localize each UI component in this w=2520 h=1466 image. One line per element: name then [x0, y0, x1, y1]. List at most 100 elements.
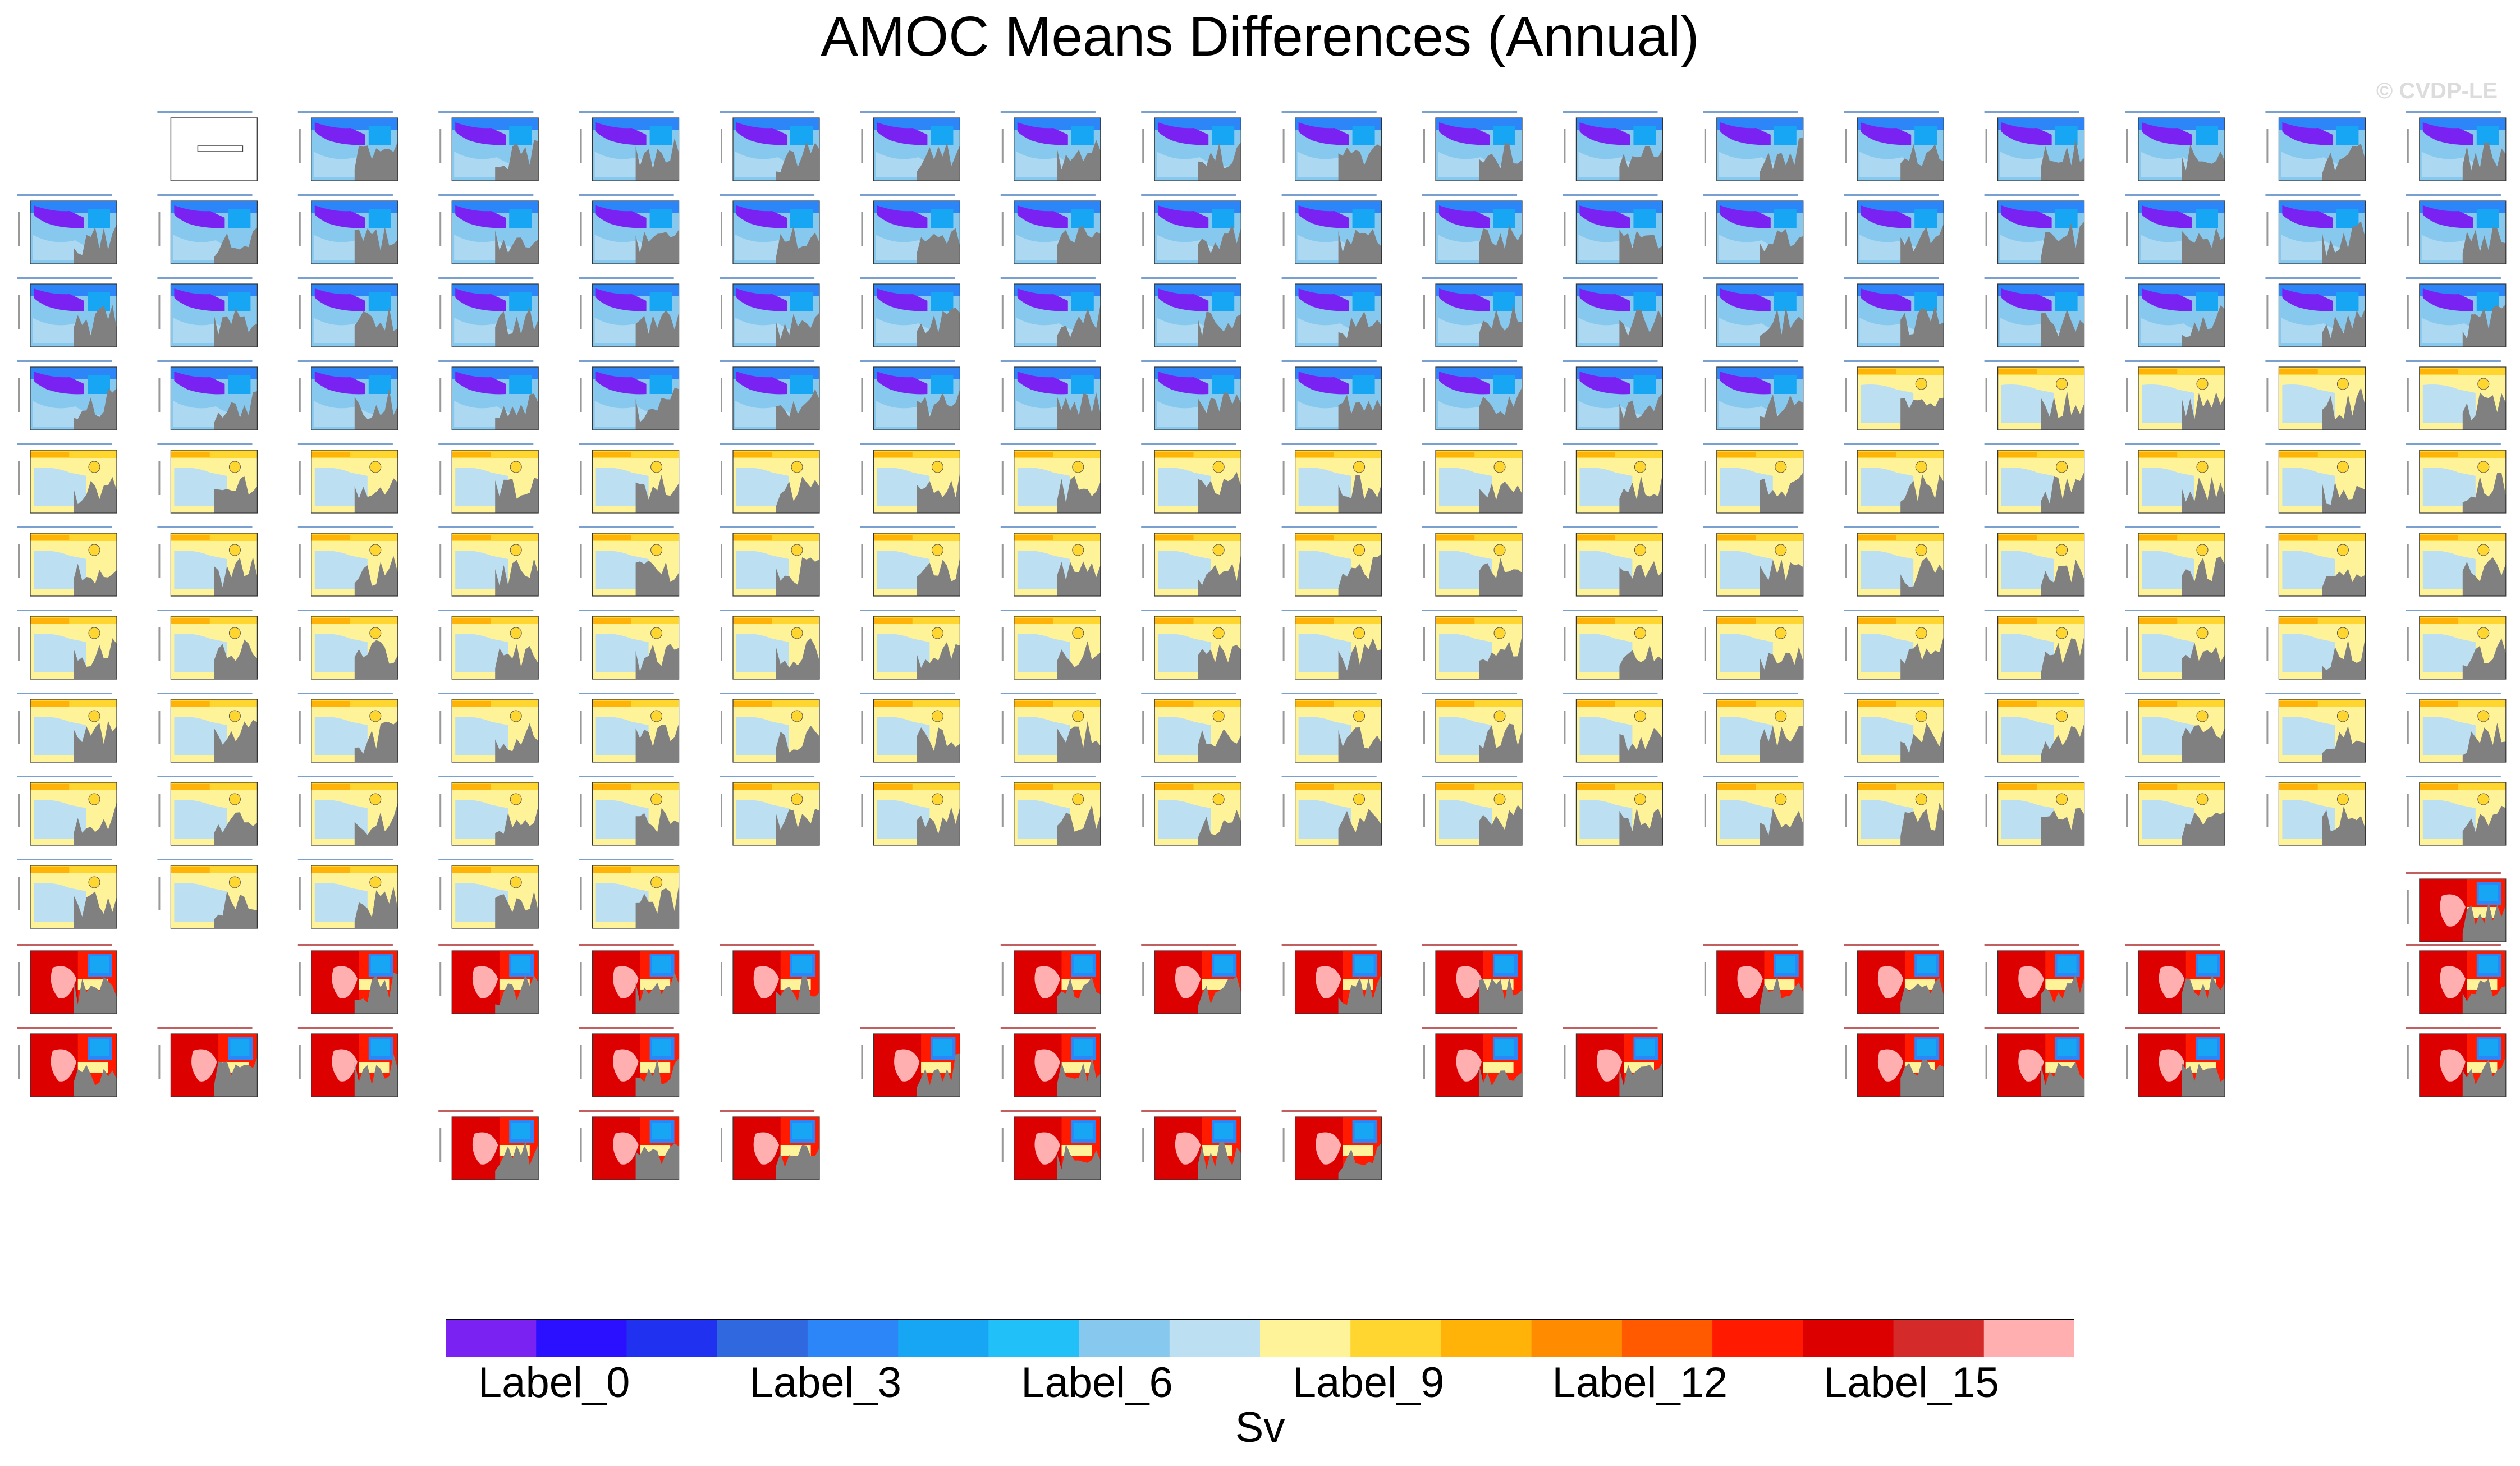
panel-blue-23	[720, 194, 820, 264]
panel-red-15	[1000, 1110, 1101, 1180]
panel-yellow-122	[1984, 610, 2085, 680]
panel-yellow-73	[157, 443, 258, 514]
panel-yellow-133	[1000, 693, 1101, 763]
panel-yellow-160	[2265, 776, 2366, 846]
panel-blue-48	[1703, 277, 1804, 347]
panel-red-21	[1422, 1027, 1523, 1097]
panel-yellow-155	[1563, 776, 1663, 846]
panel-yellow-77	[720, 443, 820, 514]
panel-grid	[17, 111, 2507, 1180]
panel-blue-13	[1844, 111, 1944, 181]
panel-red-8	[579, 1027, 680, 1097]
panel-blue-9	[1281, 111, 1382, 181]
panel-blue-10	[1422, 111, 1523, 181]
panel-yellow-91	[157, 526, 258, 597]
panel-yellow-126	[17, 693, 117, 763]
panel-blue-45	[1281, 277, 1382, 347]
panel-yellow-70	[2265, 360, 2366, 430]
panel-yellow-69	[2125, 360, 2225, 430]
panel-red-19	[1281, 1110, 1382, 1180]
panel-yellow-136	[1422, 693, 1523, 763]
colorbar-swatch	[1621, 1319, 1713, 1357]
panel-blue-17	[2406, 111, 2507, 181]
panel-yellow-67	[1844, 360, 1944, 430]
panel-red-16	[1141, 944, 1241, 1014]
colorbar-swatch	[988, 1319, 1080, 1357]
panel-blue-26	[1141, 194, 1241, 264]
panel-blue-63	[1281, 360, 1382, 430]
panel-blue-61	[1000, 360, 1101, 430]
panel-blue-11	[1563, 111, 1663, 181]
panel-blue-54	[17, 360, 117, 430]
panel-yellow-93	[438, 526, 539, 597]
panel-yellow-82	[1422, 443, 1523, 514]
panel-blue-20	[297, 194, 398, 264]
panel-yellow-137	[1563, 693, 1663, 763]
panel-blue-29	[1563, 194, 1663, 264]
panel-blue-5	[720, 111, 820, 181]
panel-red-4	[297, 1027, 398, 1097]
panel-red-17	[1141, 1110, 1241, 1180]
panel-blue-60	[860, 360, 961, 430]
panel-blue-31	[1844, 194, 1944, 264]
colorbar-swatch	[1350, 1319, 1441, 1357]
panel-blue-36	[17, 277, 117, 347]
panel-yellow-153	[1281, 776, 1382, 846]
panel-yellow-103	[1844, 526, 1944, 597]
panel-blue-3	[438, 111, 539, 181]
panel-yellow-127	[157, 693, 258, 763]
panel-yellow-161	[2406, 776, 2507, 846]
panel-yellow-154	[1422, 776, 1523, 846]
panel-blue-53	[2406, 277, 2507, 347]
panel-blue-7	[1000, 111, 1101, 181]
colorbar	[446, 1319, 2074, 1357]
figure-title: AMOC Means Differences (Annual)	[821, 5, 1699, 68]
panel-red-6	[438, 1110, 539, 1180]
panel-red-28	[2125, 944, 2225, 1014]
panel-blue-55	[157, 360, 258, 430]
panel-blue-22	[579, 194, 680, 264]
panel-yellow-68	[1984, 360, 2085, 430]
panel-yellow-110	[297, 610, 398, 680]
watermark: © CVDP-LE	[2376, 79, 2498, 103]
panel-blue-62	[1141, 360, 1241, 430]
colorbar-swatch	[1260, 1319, 1351, 1357]
panel-blue-59	[720, 360, 820, 430]
panel-red-20	[1422, 944, 1523, 1014]
panel-blue-43	[1000, 277, 1101, 347]
panel-yellow-100	[1422, 526, 1523, 597]
panel-yellow-88	[2265, 443, 2366, 514]
panel-yellow-145	[157, 776, 258, 846]
panel-blue-66	[1703, 360, 1804, 430]
panel-yellow-119	[1563, 610, 1663, 680]
panel-blue-12	[1703, 111, 1804, 181]
colorbar-swatch	[1531, 1319, 1623, 1357]
panel-red-30	[2406, 944, 2507, 1014]
panel-blue-30	[1703, 194, 1804, 264]
panel-yellow-80	[1141, 443, 1241, 514]
panel-blue-2	[297, 111, 398, 181]
panel-yellow-149	[720, 776, 820, 846]
panel-blue-8	[1141, 111, 1241, 181]
panel-blue-50	[1984, 277, 2085, 347]
panel-blue-19	[157, 194, 258, 264]
panel-blue-25	[1000, 194, 1101, 264]
panel-red-0	[17, 944, 117, 1014]
panel-blue-65	[1563, 360, 1663, 430]
panel-red-25	[1844, 1027, 1944, 1097]
colorbar-label: Label_9	[1292, 1359, 1445, 1407]
panel-yellow-109	[157, 610, 258, 680]
panel-blue-44	[1141, 277, 1241, 347]
panel-red-29	[2125, 1027, 2225, 1097]
colorbar-swatch	[446, 1319, 537, 1357]
panel-yellow-99	[1281, 526, 1382, 597]
panel-empty-1	[157, 111, 258, 181]
colorbar-swatch	[717, 1319, 808, 1357]
panel-yellow-128	[297, 693, 398, 763]
panel-yellow-144	[17, 776, 117, 846]
panel-red-2	[157, 1027, 258, 1097]
panel-yellow-94	[579, 526, 680, 597]
panel-blue-24	[860, 194, 961, 264]
panel-yellow-101	[1563, 526, 1663, 597]
colorbar-label: Label_6	[1021, 1359, 1173, 1407]
